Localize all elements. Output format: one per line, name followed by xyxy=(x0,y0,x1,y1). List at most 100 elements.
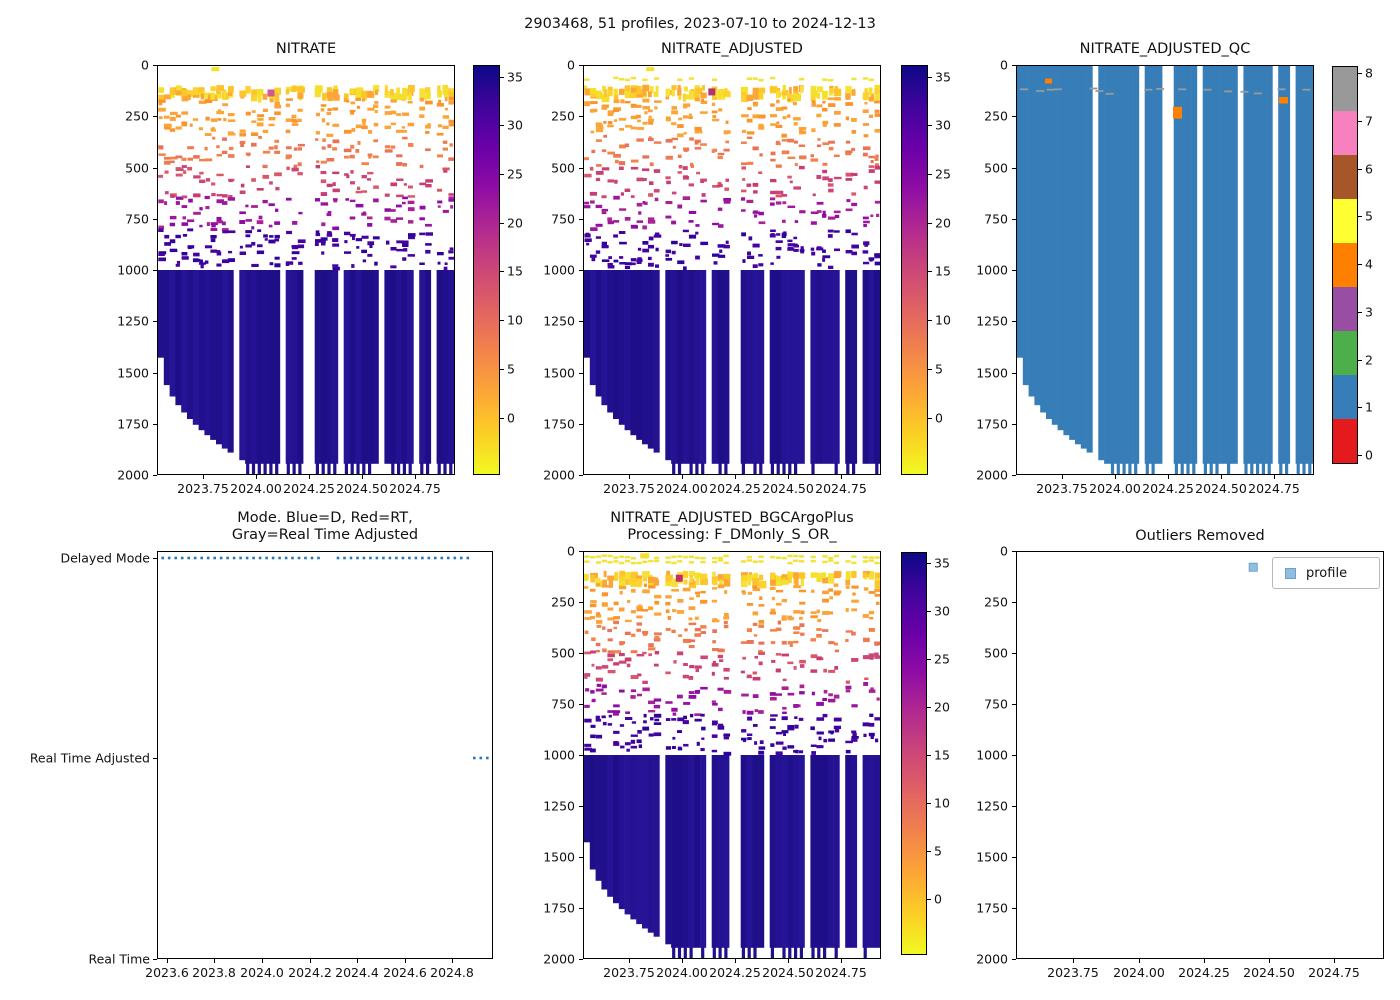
y-tick-mark xyxy=(579,424,583,425)
y-tick-mark xyxy=(579,373,583,374)
y-tick-label: 1500 xyxy=(976,849,1008,865)
y-tick-label: 1250 xyxy=(117,313,149,329)
colorbar-tick-label: 15 xyxy=(935,263,951,279)
y-tick-label: 0 xyxy=(1000,57,1008,73)
x-tick-mark xyxy=(1168,475,1169,479)
y-tick-mark xyxy=(579,857,583,858)
y-tick-mark xyxy=(1012,270,1016,271)
colorbar-tick-label: 0 xyxy=(934,891,942,907)
colorbar-tick-mark xyxy=(927,803,931,804)
x-tick-label: 2024.0 xyxy=(240,965,284,980)
colorbar-tick-mark xyxy=(500,125,504,126)
qc-colorbar-segment-0 xyxy=(1333,419,1357,463)
colorbar-tick-label: 30 xyxy=(935,117,951,133)
x-tick-mark xyxy=(1221,475,1222,479)
y-tick-label: 750 xyxy=(984,211,1008,227)
y-tick-mark xyxy=(1012,806,1016,807)
colorbar-tick-mark xyxy=(928,271,932,272)
x-tick-mark xyxy=(362,475,363,479)
colorbar-tick-label: 30 xyxy=(507,117,523,133)
x-tick-label: 2024.2 xyxy=(288,965,332,980)
mode-ylabel-rta: Real Time Adjusted xyxy=(29,750,150,766)
qc-colorbar-segment-1 xyxy=(1333,375,1357,419)
y-tick-mark xyxy=(579,959,583,960)
x-tick-mark xyxy=(841,475,842,479)
x-tick-label: 2024.6 xyxy=(383,965,427,980)
mode-title-line2: Gray=Real Time Adjusted xyxy=(231,527,419,543)
y-tick-mark xyxy=(153,758,157,759)
x-tick-label: 2024.00 xyxy=(230,481,282,496)
y-tick-mark xyxy=(153,959,157,960)
y-tick-mark xyxy=(1012,653,1016,654)
y-tick-mark xyxy=(1012,321,1016,322)
y-tick-label: 0 xyxy=(567,543,575,559)
y-tick-label: 250 xyxy=(984,594,1008,610)
colorbar-tick-mark xyxy=(500,320,504,321)
mode-ylabel-rt: Real Time xyxy=(88,951,150,967)
y-tick-mark xyxy=(1012,959,1016,960)
x-tick-mark xyxy=(629,475,630,479)
y-tick-label: 1250 xyxy=(976,798,1008,814)
bgcargoplus-title-line2: Processing: F_DMonly_S_OR_ xyxy=(627,527,837,543)
colorbar-tick-label: 15 xyxy=(507,263,523,279)
y-tick-mark xyxy=(153,558,157,559)
y-tick-label: 250 xyxy=(551,594,575,610)
nitrate-adjusted-plot-area xyxy=(583,65,881,475)
x-tick-mark xyxy=(309,475,310,479)
y-tick-mark xyxy=(1012,373,1016,374)
y-tick-label: 0 xyxy=(141,57,149,73)
y-tick-mark xyxy=(1012,116,1016,117)
x-tick-mark xyxy=(214,959,215,963)
nitrate-adjusted-title: NITRATE_ADJUSTED xyxy=(661,41,803,57)
x-tick-label: 2024.00 xyxy=(656,965,708,980)
x-tick-mark xyxy=(262,959,263,963)
y-tick-label: 1500 xyxy=(117,365,149,381)
nitrate-plot-area xyxy=(157,65,455,475)
colorbar-tick-mark xyxy=(500,174,504,175)
profile-legend-label: profile xyxy=(1306,565,1348,581)
y-tick-mark xyxy=(579,116,583,117)
y-tick-mark xyxy=(579,908,583,909)
y-tick-label: 2000 xyxy=(543,951,575,967)
outliers-removed-plot-area xyxy=(1016,551,1384,959)
nitrate-adjusted-qc-colorbar xyxy=(1332,66,1358,464)
outliers-points-svg xyxy=(1248,562,1258,572)
x-tick-mark xyxy=(682,959,683,963)
x-tick-label: 2024.75 xyxy=(1248,481,1300,496)
y-tick-mark xyxy=(1012,219,1016,220)
x-tick-label: 2024.4 xyxy=(335,965,379,980)
y-tick-mark xyxy=(579,65,583,66)
colorbar-tick-label: 1 xyxy=(1365,399,1373,415)
x-tick-mark xyxy=(256,475,257,479)
y-tick-label: 1000 xyxy=(976,262,1008,278)
y-tick-mark xyxy=(579,270,583,271)
y-tick-mark xyxy=(1012,755,1016,756)
x-tick-mark xyxy=(1269,959,1270,963)
nitrate_adjusted-heatmap-svg xyxy=(584,67,880,474)
colorbar-tick-label: 10 xyxy=(507,312,523,328)
colorbar-tick-label: 10 xyxy=(935,312,951,328)
x-tick-mark xyxy=(1062,475,1063,479)
colorbar-tick-mark xyxy=(928,223,932,224)
y-tick-mark xyxy=(579,219,583,220)
colorbar-tick-mark xyxy=(927,563,931,564)
y-tick-label: 1250 xyxy=(543,798,575,814)
x-tick-label: 2024.25 xyxy=(1142,481,1194,496)
y-tick-mark xyxy=(1012,908,1016,909)
y-tick-mark xyxy=(153,116,157,117)
colorbar-tick-label: 8 xyxy=(1365,65,1373,81)
nitrate-adjusted-qc-title: NITRATE_ADJUSTED_QC xyxy=(1079,41,1251,57)
colorbar-tick-mark xyxy=(500,223,504,224)
y-tick-label: 1500 xyxy=(543,849,575,865)
colorbar-tick-mark xyxy=(500,369,504,370)
colorbar-tick-label: 30 xyxy=(934,603,950,619)
colorbar-tick-label: 25 xyxy=(934,651,950,667)
bgcargoplus-title-line1: NITRATE_ADJUSTED_BGCArgoPlus xyxy=(610,510,854,526)
x-tick-label: 2023.75 xyxy=(177,481,229,496)
y-tick-label: 1500 xyxy=(543,365,575,381)
y-tick-label: 250 xyxy=(125,108,149,124)
y-tick-label: 1000 xyxy=(976,747,1008,763)
colorbar-tick-label: 20 xyxy=(507,215,523,231)
x-tick-label: 2024.50 xyxy=(336,481,388,496)
x-tick-mark xyxy=(841,959,842,963)
